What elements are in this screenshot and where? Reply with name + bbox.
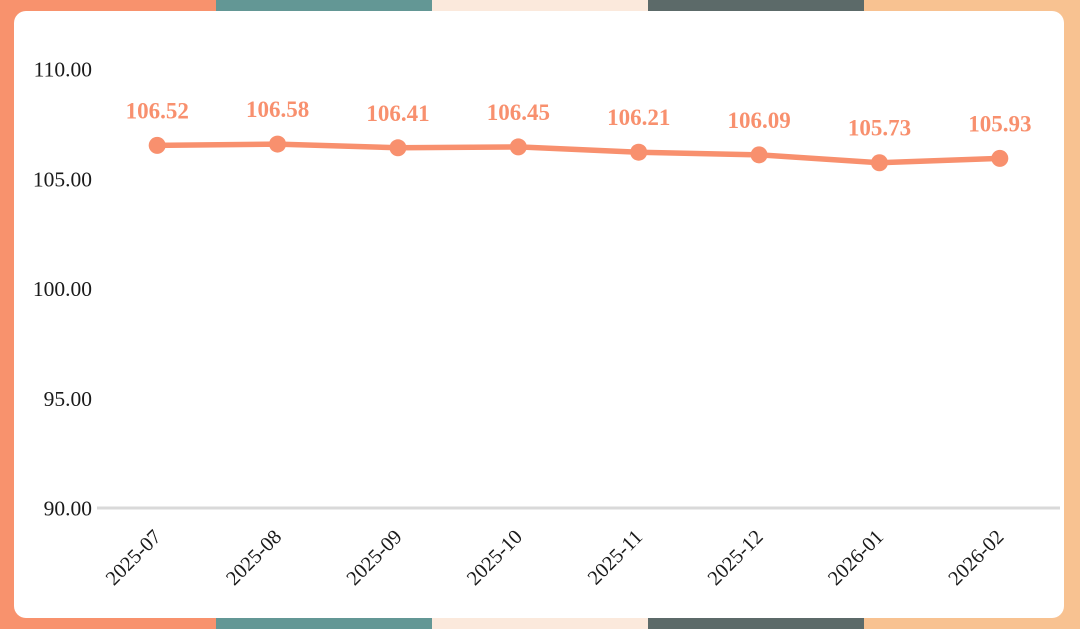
x-tick-label-7: 2026-02	[944, 526, 1008, 590]
data-label-1: 106.58	[246, 97, 309, 122]
x-tick-label-2: 2025-09	[343, 526, 407, 590]
data-point-6	[870, 154, 888, 172]
data-label-5: 106.09	[727, 108, 790, 133]
data-label-6: 105.73	[848, 116, 911, 141]
data-point-5	[750, 146, 768, 164]
x-tick-label-0: 2025-07	[102, 526, 166, 590]
x-tick-label-5: 2025-12	[704, 526, 768, 590]
series-line	[154, 141, 1003, 166]
data-point-1	[269, 135, 287, 153]
x-tick-label-4: 2025-11	[584, 526, 647, 589]
x-tick-label-6: 2026-01	[824, 526, 888, 590]
y-tick-label-1: 105.00	[33, 167, 92, 191]
data-point-2	[389, 139, 407, 157]
y-tick-label-0: 110.00	[34, 58, 92, 82]
y-tick-label-2: 100.00	[33, 277, 92, 301]
y-tick-label-3: 95.00	[44, 387, 92, 411]
data-label-7: 105.93	[968, 111, 1031, 136]
x-tick-label-1: 2025-08	[222, 526, 286, 590]
data-point-7	[991, 149, 1009, 167]
x-tick-label-3: 2025-10	[463, 526, 527, 590]
chart-panel	[14, 11, 1064, 618]
data-point-4	[630, 143, 648, 161]
data-point-0	[148, 136, 166, 154]
data-label-3: 106.45	[487, 100, 550, 125]
y-tick-label-4: 90.00	[44, 497, 92, 521]
data-label-4: 106.21	[607, 105, 670, 130]
data-label-2: 106.41	[366, 101, 429, 126]
data-label-0: 106.52	[126, 98, 189, 123]
data-point-3	[509, 138, 527, 156]
